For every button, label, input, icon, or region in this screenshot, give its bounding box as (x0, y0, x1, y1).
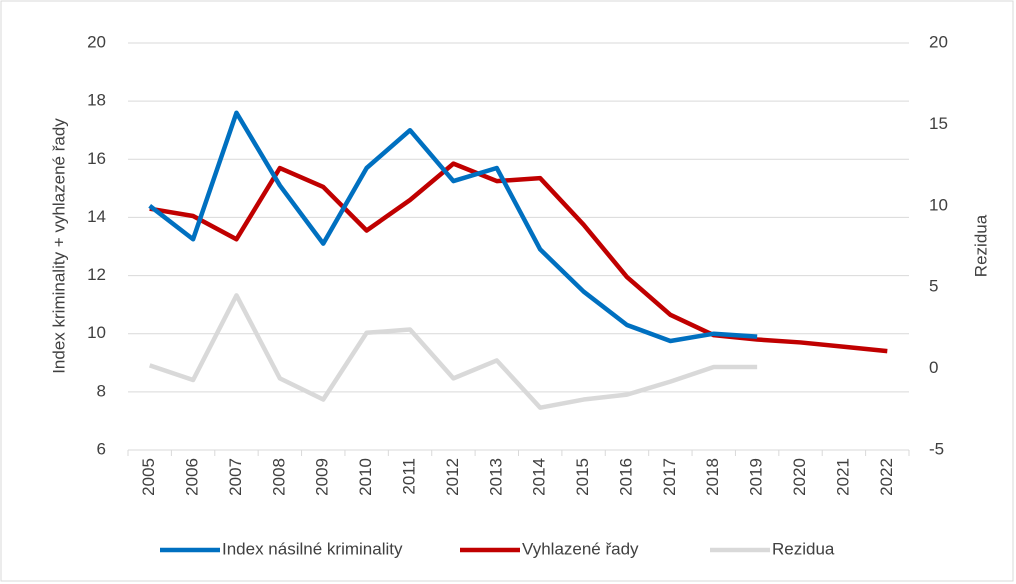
series-line (148, 110, 758, 344)
y-tick-label: 14 (87, 207, 106, 226)
y2-tick-label: 10 (929, 195, 948, 214)
x-tick-label: 2009 (313, 458, 332, 496)
x-tick-label: 2008 (269, 458, 288, 496)
legend-label: Rezidua (772, 539, 835, 558)
x-tick-label: 2013 (486, 458, 505, 496)
y2-tick-label: 15 (929, 114, 948, 133)
x-tick-label: 2019 (747, 458, 766, 496)
y2-axis-title: Rezidua (971, 214, 990, 277)
x-tick-label: 2005 (139, 458, 158, 496)
x-tick-label: 2015 (573, 458, 592, 496)
legend-label: Vyhlazené řady (522, 539, 639, 558)
y-tick-label: 6 (97, 439, 106, 458)
x-tick-label: 2010 (356, 458, 375, 496)
y2-tick-label: 5 (929, 277, 938, 296)
y-tick-label: 8 (97, 381, 106, 400)
y2-tick-label: 0 (929, 358, 938, 377)
x-tick-label: 2017 (660, 458, 679, 496)
x-tick-label: 2021 (833, 458, 852, 496)
series-line (148, 293, 758, 410)
y2-tick-label: 20 (929, 32, 948, 51)
x-tick-label: 2007 (226, 458, 245, 496)
x-tick-label: 2014 (530, 458, 549, 496)
legend-label: Index násilné kriminality (222, 539, 403, 558)
x-tick-label: 2012 (443, 458, 462, 496)
y-tick-label: 10 (87, 323, 106, 342)
series-line (149, 161, 888, 354)
y-tick-label: 18 (87, 91, 106, 110)
x-tick-label: 2006 (183, 458, 202, 496)
y-tick-label: 16 (87, 149, 106, 168)
y-tick-label: 20 (87, 32, 106, 51)
y-tick-label: 12 (87, 265, 106, 284)
y2-tick-label: -5 (929, 439, 944, 458)
x-tick-label: 2016 (616, 458, 635, 496)
x-tick-label: 2022 (877, 458, 896, 496)
x-tick-label: 2018 (703, 458, 722, 496)
x-tick-label: 2020 (790, 458, 809, 496)
y-axis-title: Index kriminality + vyhlazené řady (49, 118, 68, 374)
x-tick-label: 2011 (400, 458, 419, 495)
